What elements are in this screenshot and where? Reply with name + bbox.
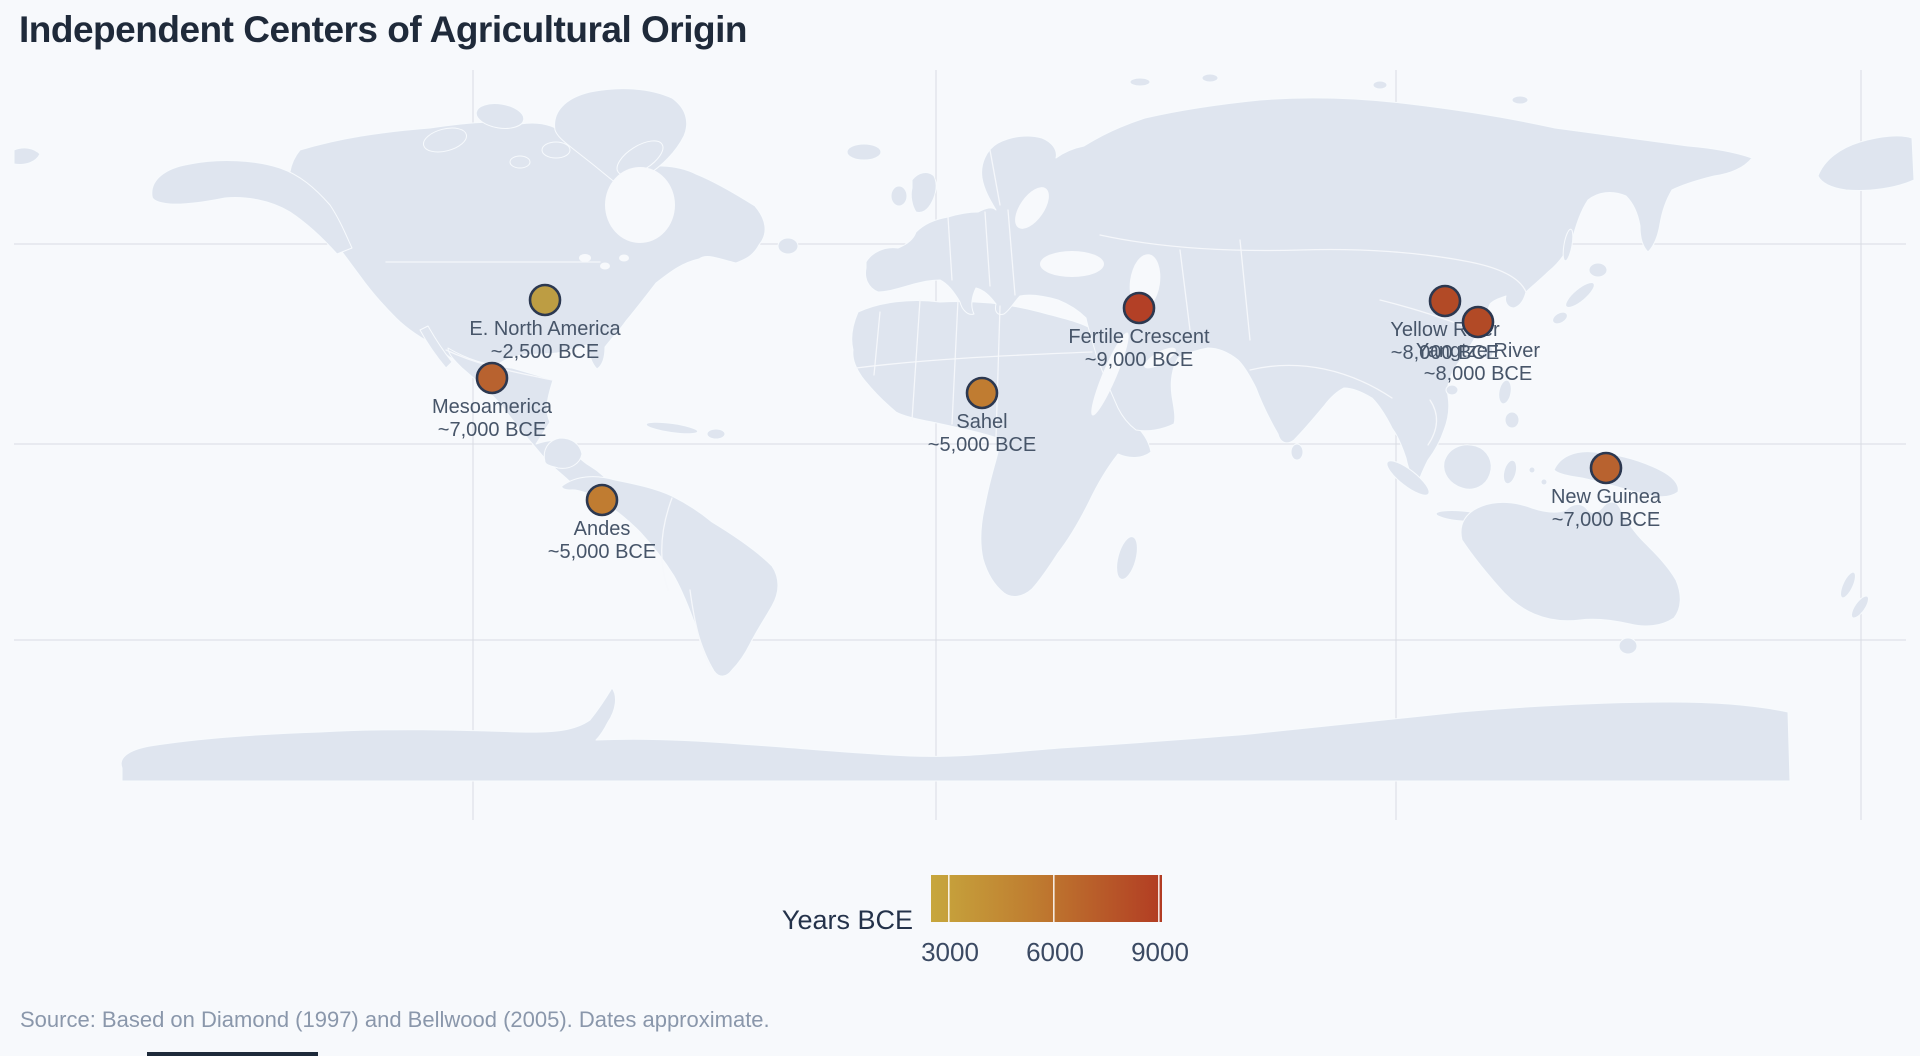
landmass-tasmania [1618, 637, 1638, 655]
landmass-cuba [645, 421, 699, 435]
marker-group-mesoamerica: Mesoamerica ~7,000 BCE [432, 361, 553, 441]
marker-point-new-guinea[interactable] [1589, 451, 1623, 485]
marker-point-mesoamerica[interactable] [475, 361, 509, 395]
marker-point-andes[interactable] [585, 483, 619, 517]
marker-label-name: Sahel [956, 411, 1007, 433]
arctic-island [1372, 80, 1388, 90]
bottom-edge-bar [147, 1052, 318, 1056]
marker-label-name: Mesoamerica [432, 396, 553, 418]
landmass-baja [419, 325, 453, 369]
landmass-ireland [890, 185, 908, 207]
landmass-japan-honshu [1565, 282, 1595, 308]
colorbar-tick-mark [1158, 875, 1160, 922]
marker-label-date: ~8,000 BCE [1391, 342, 1499, 364]
marker-label-date: ~5,000 BCE [548, 541, 656, 563]
landmass-iceland [846, 143, 882, 161]
marker-group-fertile-crescent: Fertile Crescent ~9,000 BCE [1068, 291, 1210, 371]
landmass-madagascar [1116, 536, 1138, 580]
landmass-japan-hokkaido [1588, 262, 1608, 278]
landmass-sakhalin [1562, 228, 1574, 262]
landmass-hainan [1445, 384, 1459, 396]
marker-label-name: Yangtze River [1416, 340, 1540, 362]
colorbar-tick-mark [948, 875, 950, 922]
source-note: Source: Based on Diamond (1997) and Bell… [20, 1007, 770, 1032]
marker-point-e-north-america[interactable] [528, 283, 562, 317]
landmass-taiwan [1482, 344, 1494, 360]
colorbar-tick-3000: 3000 [921, 937, 979, 967]
marker-group-e-north-america: E. North America ~2,500 BCE [469, 283, 621, 363]
page-title: Independent Centers of Agricultural Orig… [19, 9, 747, 50]
landmass-sulawesi [1502, 459, 1518, 485]
marker-point-yangtze-river[interactable] [1461, 305, 1495, 339]
arctic-island [509, 155, 531, 169]
marker-label-date: ~9,000 BCE [1085, 349, 1193, 371]
marker-label-date: ~5,000 BCE [928, 434, 1036, 456]
arctic-island [1201, 73, 1219, 83]
landmass-sri-lanka [1290, 443, 1304, 461]
inland-water [579, 167, 1176, 416]
landmass-yucatan [543, 437, 583, 469]
arctic-island [541, 141, 571, 159]
marker-group-andes: Andes ~5,000 BCE [548, 483, 656, 563]
marker-label-name: New Guinea [1551, 486, 1662, 508]
colorbar-gradient [931, 875, 1162, 922]
marker-label-date: ~2,500 BCE [491, 341, 599, 363]
marker-label-date: ~7,000 BCE [1552, 509, 1660, 531]
marker-point-fertile-crescent[interactable] [1122, 291, 1156, 325]
marker-label-name: Fertile Crescent [1068, 326, 1210, 348]
colorbar-tick-6000: 6000 [1026, 937, 1084, 967]
landmass-eurasia [865, 97, 1753, 485]
arctic-island [475, 103, 525, 129]
landmass-newfoundland [777, 237, 799, 255]
landmass-antarctica [120, 687, 1791, 782]
landmass-hispaniola [706, 428, 726, 440]
colorbar-tick-9000: 9000 [1131, 937, 1189, 967]
landmass-japan-kyushu [1552, 311, 1568, 325]
landmass-britain [910, 172, 937, 213]
arctic-island [1129, 77, 1151, 87]
landmass-new-zealand [1840, 571, 1856, 599]
landmass-alaska [151, 160, 353, 255]
marker-label-date: ~8,000 BCE [1424, 363, 1532, 385]
colorbar-tick-mark [1053, 875, 1055, 922]
origin-markers: E. North America ~2,500 BCE Mesoamerica … [432, 283, 1662, 563]
marker-label-name: Andes [574, 518, 631, 540]
marker-point-yellow-river[interactable] [1428, 284, 1462, 318]
colorbar-rect [931, 875, 1162, 922]
landmass-moluccas [1528, 466, 1536, 474]
marker-label-date: ~7,000 BCE [438, 419, 546, 441]
landmass-moluccas [1540, 478, 1548, 486]
country-borders [385, 149, 1527, 667]
landmass-northeast-corner [1817, 135, 1915, 191]
colorbar-title: Years BCE [781, 905, 913, 935]
landmass-philippines [1498, 379, 1512, 405]
landmasses [13, 73, 1915, 782]
landmass-west-edge-sliver [13, 147, 41, 165]
marker-group-sahel: Sahel ~5,000 BCE [928, 376, 1036, 456]
landmass-philippines [1504, 411, 1520, 429]
marker-group-new-guinea: New Guinea ~7,000 BCE [1551, 451, 1662, 531]
marker-label-name: E. North America [469, 318, 621, 340]
marker-point-sahel[interactable] [965, 376, 999, 410]
landmass-borneo [1443, 444, 1492, 490]
marker-group-yangtze-river: Yangtze River ~8,000 BCE [1416, 305, 1540, 385]
landmass-new-zealand [1850, 595, 1870, 619]
arctic-island [422, 127, 468, 153]
landmass-sumatra [1386, 460, 1430, 496]
arctic-island [1511, 95, 1529, 105]
landmass-australia [1460, 501, 1681, 627]
